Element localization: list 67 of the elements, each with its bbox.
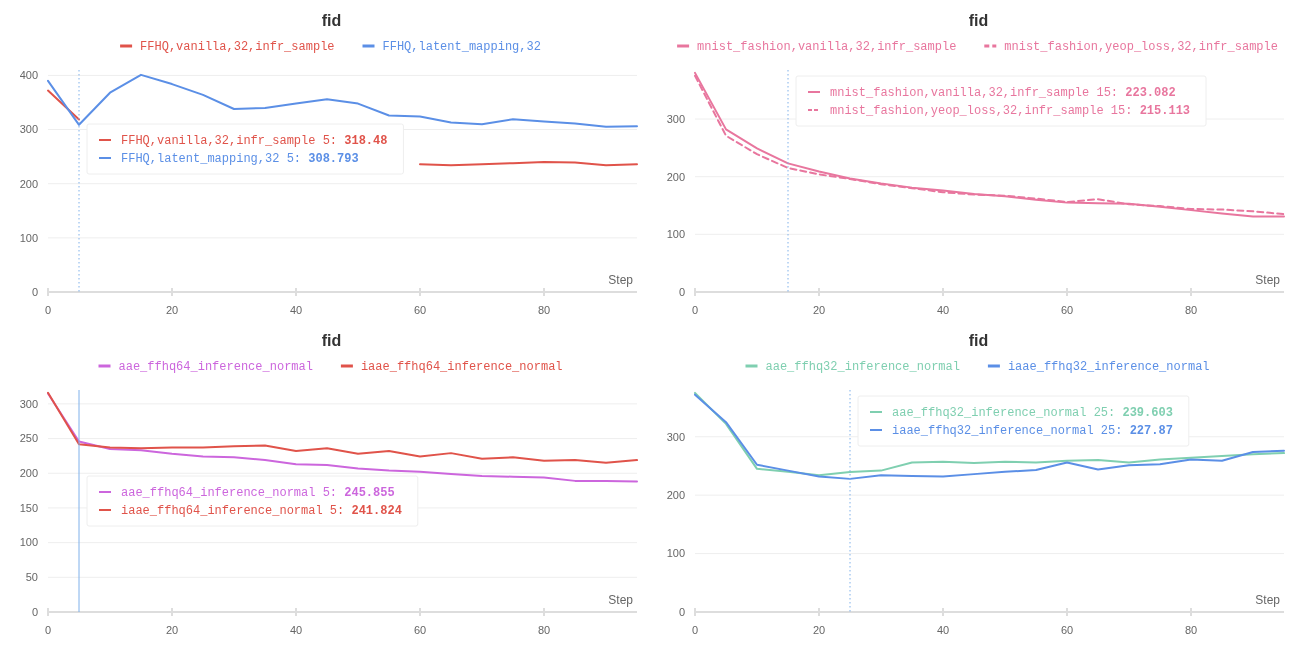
y-tick-label: 300 (19, 397, 38, 410)
x-tick-label: 40 (936, 304, 950, 316)
x-tick-label: 20 (812, 624, 826, 636)
legend-label: mnist_fashion,vanilla,32,infr_sample (697, 40, 957, 54)
y-tick-label: 0 (678, 285, 685, 298)
y-tick-label: 300 (19, 123, 38, 136)
legend-label: aae_ffhq32_inference_normal (765, 360, 960, 374)
x-tick-label: 60 (1060, 624, 1074, 636)
x-tick-label: 20 (165, 624, 179, 636)
annotation: aae_ffhq32_inference_normal 25: 239.603 (892, 406, 1173, 420)
y-tick-label: 250 (19, 432, 38, 445)
chart-title: fid (968, 332, 989, 349)
x-tick-label: 80 (537, 304, 551, 316)
x-tick-label: 80 (1184, 304, 1198, 316)
x-tick-label: 20 (165, 304, 179, 316)
y-tick-label: 150 (19, 501, 38, 514)
annotation: FFHQ,latent_mapping,32 5: 308.793 (121, 152, 359, 166)
y-tick-label: 200 (19, 177, 38, 190)
legend-label: FFHQ,latent_mapping,32 (382, 40, 541, 54)
annotation: aae_ffhq64_inference_normal 5: 245.855 (121, 486, 395, 500)
x-axis-title: Step (608, 593, 634, 607)
chart-title: fid (321, 12, 342, 29)
y-tick-label: 100 (19, 536, 38, 549)
line-series (47, 73, 638, 128)
x-tick-label: 80 (1184, 624, 1198, 636)
x-tick-label: 40 (289, 304, 303, 316)
y-tick-label: 200 (19, 467, 38, 480)
x-tick-label: 0 (691, 304, 699, 316)
y-tick-label: 0 (678, 605, 685, 618)
x-tick-label: 80 (537, 624, 551, 636)
y-tick-label: 50 (25, 571, 38, 584)
x-tick-label: 40 (289, 624, 303, 636)
x-axis-title: Step (608, 273, 634, 287)
annotation: mnist_fashion,yeop_loss,32,infr_sample 15: 215.113 (830, 104, 1191, 118)
x-tick-label: 0 (44, 624, 52, 636)
x-tick-label: 60 (1060, 304, 1074, 316)
y-tick-label: 200 (666, 170, 685, 183)
y-tick-label: 0 (31, 605, 38, 618)
x-tick-label: 20 (812, 304, 826, 316)
x-tick-label: 60 (413, 304, 427, 316)
chart-title: fid (321, 332, 342, 349)
y-tick-label: 0 (31, 285, 38, 298)
x-tick-label: 0 (44, 304, 52, 316)
line-series (47, 391, 638, 464)
x-tick-label: 40 (936, 624, 950, 636)
y-tick-label: 100 (666, 228, 685, 241)
legend-label: iaae_ffhq32_inference_normal (1007, 360, 1210, 374)
legend-label: mnist_fashion,yeop_loss,32,infr_sample (1004, 40, 1278, 54)
legend-label: aae_ffhq64_inference_normal (118, 360, 313, 374)
legend-label: FFHQ,vanilla,32,infr_sample (140, 40, 335, 54)
y-tick-label: 300 (666, 430, 685, 443)
x-axis-title: Step (1255, 593, 1281, 607)
x-tick-label: 0 (691, 624, 699, 636)
x-axis-title: Step (1255, 273, 1281, 287)
annotation: FFHQ,vanilla,32,infr_sample 5: 318.48 (121, 134, 388, 148)
line-series (47, 392, 638, 483)
annotation: mnist_fashion,vanilla,32,infr_sample 15: 223.082 (830, 86, 1176, 100)
annotation: iaae_ffhq32_inference_normal 25: 227.87 (892, 424, 1173, 438)
y-tick-label: 200 (666, 489, 685, 502)
annotation: iaae_ffhq64_inference_normal 5: 241.824 (121, 504, 402, 518)
y-tick-label: 300 (666, 112, 685, 125)
y-tick-label: 100 (19, 231, 38, 244)
legend-label: iaae_ffhq64_inference_normal (360, 360, 563, 374)
y-tick-label: 100 (666, 547, 685, 560)
x-tick-label: 60 (413, 624, 427, 636)
y-tick-label: 400 (19, 69, 38, 82)
chart-title: fid (968, 12, 989, 29)
